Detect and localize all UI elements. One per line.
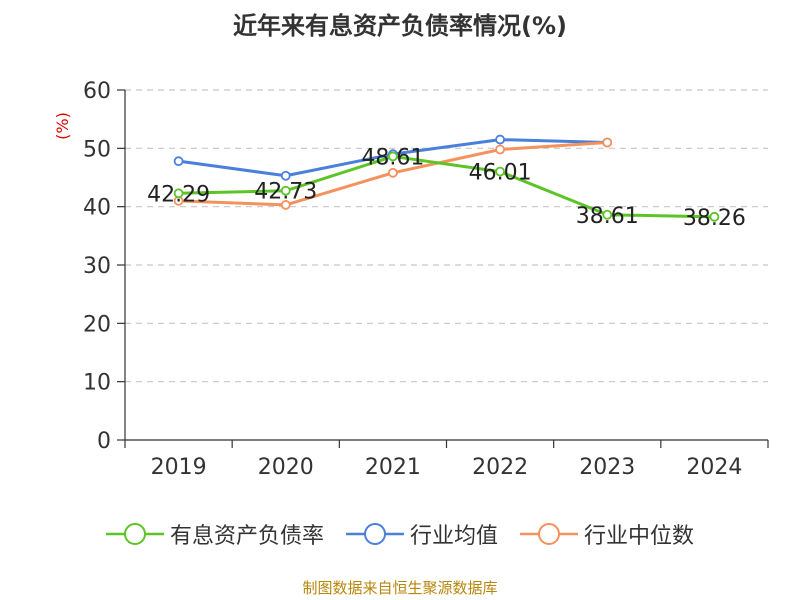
legend-item[interactable]: 行业中位数	[520, 518, 694, 550]
legend: 有息资产负债率 行业均值 行业中位数	[0, 518, 800, 550]
data-point	[388, 167, 398, 178]
data-label: 48.61	[361, 145, 424, 170]
legend-marker	[538, 523, 560, 545]
legend-item[interactable]: 行业均值	[345, 518, 498, 550]
data-point	[495, 166, 505, 177]
data-label: 46.01	[469, 161, 532, 186]
data-point	[602, 137, 613, 148]
source-note: 制图数据来自恒生聚源数据库	[302, 579, 498, 597]
data-point	[495, 134, 505, 145]
series-lines	[173, 134, 720, 222]
x-tick-label: 2024	[686, 455, 742, 480]
legend-swatch	[345, 523, 404, 545]
data-point	[173, 188, 184, 199]
data-point	[280, 185, 291, 196]
y-tick-label: 10	[83, 371, 111, 396]
data-label: 38.26	[683, 206, 746, 231]
data-point	[495, 144, 505, 155]
legend-item[interactable]: 有息资产负债率	[105, 518, 324, 550]
y-tick-label: 40	[83, 196, 111, 221]
series-line-0	[178, 154, 715, 219]
x-tick-label: 2021	[365, 455, 421, 480]
x-tick-label: 2022	[472, 455, 528, 480]
legend-swatch	[105, 523, 164, 545]
data-point	[388, 151, 398, 162]
x-tick-label: 2019	[151, 455, 207, 480]
x-tick-label: 2020	[258, 455, 314, 480]
data-point	[173, 156, 184, 167]
y-tick-label: 20	[83, 312, 111, 337]
grid-lines	[125, 89, 768, 383]
axes: 0 10 20 30 40 50 60 (%) 2019 2020 2021 2022 2023 2024	[53, 79, 769, 480]
data-point	[280, 200, 291, 210]
y-axis-label: (%)	[53, 112, 72, 140]
data-point	[709, 211, 720, 222]
legend-label: 有息资产负债率	[169, 524, 324, 549]
y-tick-label: 30	[83, 254, 111, 279]
chart-title: 近年来有息资产负债率情况(%)	[233, 12, 567, 40]
data-label: 42.73	[254, 180, 317, 205]
data-label: 42.29	[147, 182, 210, 207]
legend-marker	[363, 523, 386, 545]
legend-swatch	[520, 523, 578, 545]
data-labels: 42.29 42.73 48.61 46.01 38.61 38.26	[147, 145, 746, 230]
y-tick-label: 60	[83, 79, 111, 104]
y-tick-label: 0	[97, 429, 111, 454]
data-point	[602, 209, 613, 220]
y-tick-label: 50	[83, 137, 111, 162]
x-tick-label: 2023	[579, 455, 635, 480]
data-point	[280, 170, 291, 181]
legend-marker	[123, 523, 146, 545]
legend-label: 行业均值	[409, 524, 498, 549]
legend-label: 行业中位数	[584, 524, 695, 549]
data-label: 38.61	[576, 204, 639, 229]
